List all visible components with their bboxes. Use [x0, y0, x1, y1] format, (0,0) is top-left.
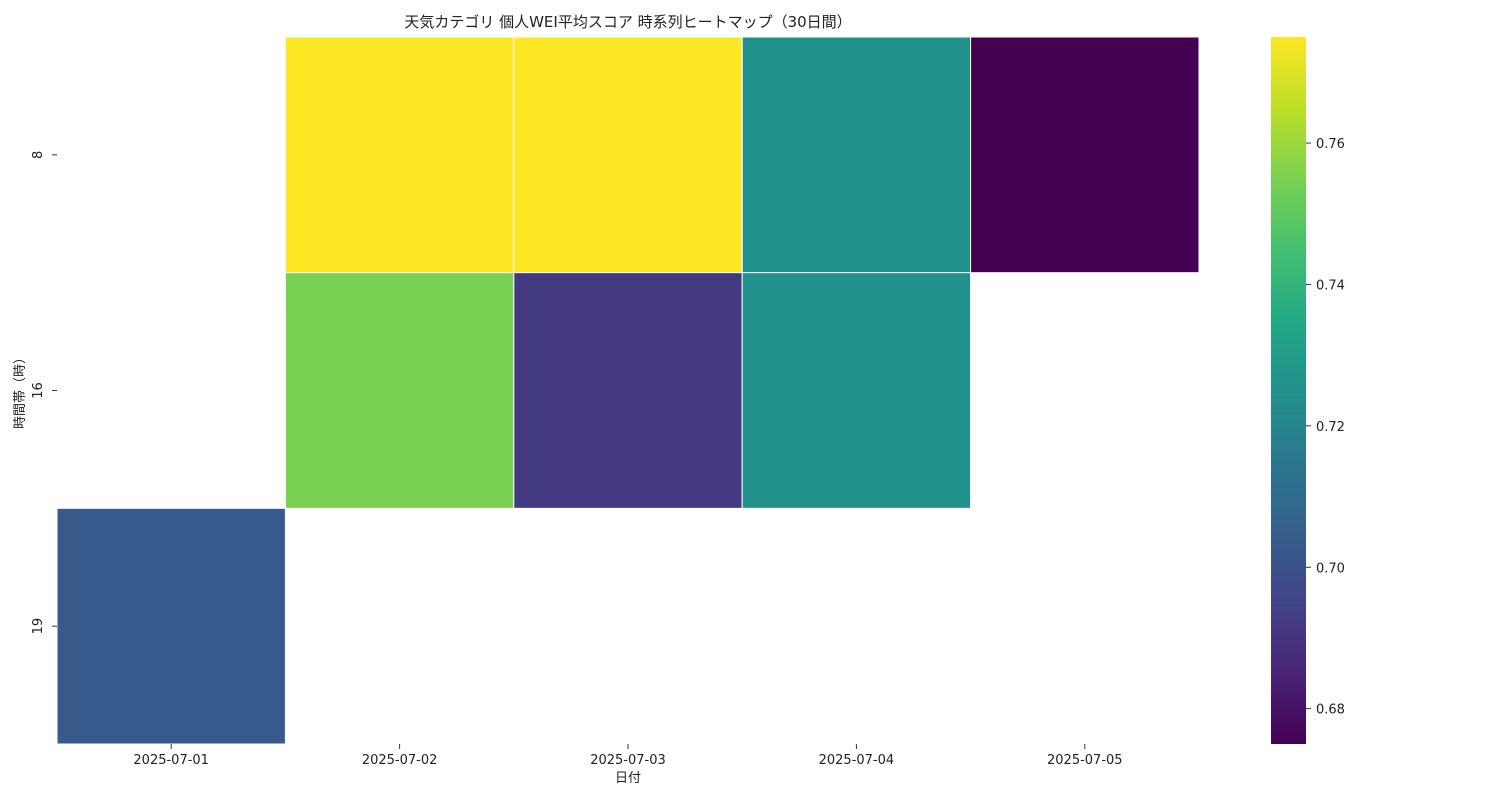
heatmap-cells	[56, 36, 1200, 745]
y-axis-label: 時間帯（時）	[13, 351, 28, 429]
x-axis-label: 日付	[615, 771, 641, 786]
heatmap-cell	[513, 272, 743, 509]
x-tick-label: 2025-07-01	[133, 753, 209, 768]
x-tick-label: 2025-07-05	[1047, 753, 1123, 768]
y-tick-label: 19	[31, 618, 46, 635]
heatmap-cell	[284, 36, 515, 274]
chart-title: 天気カテゴリ 個人WEI平均スコア 時系列ヒートマップ（30日間）	[404, 13, 851, 31]
heatmap-cell	[284, 272, 515, 509]
colorbar-tick-label: 0.72	[1316, 420, 1345, 435]
colorbar-tick-label: 0.76	[1316, 137, 1345, 152]
y-axis-ticks: 8 16 19	[31, 151, 57, 635]
colorbar-ticks: 0.68 0.70 0.72 0.74 0.76	[1306, 137, 1345, 718]
x-tick-label: 2025-07-04	[819, 753, 895, 768]
heatmap-cell	[513, 36, 743, 274]
heatmap-cell	[970, 36, 1200, 274]
colorbar-tick-label: 0.68	[1316, 703, 1345, 718]
y-tick-label: 8	[31, 151, 46, 159]
heatmap-cell	[741, 272, 972, 509]
y-tick-label: 16	[31, 382, 46, 399]
colorbar-tick-label: 0.74	[1316, 278, 1345, 293]
heatmap-cell	[56, 507, 286, 745]
x-axis-ticks: 2025-07-01 2025-07-02 2025-07-03 2025-07-04…	[133, 744, 1123, 768]
heatmap-cell	[741, 36, 972, 274]
x-tick-label: 2025-07-03	[590, 753, 666, 768]
x-tick-label: 2025-07-02	[362, 753, 438, 768]
colorbar	[1271, 37, 1306, 744]
colorbar-tick-label: 0.70	[1316, 561, 1345, 576]
